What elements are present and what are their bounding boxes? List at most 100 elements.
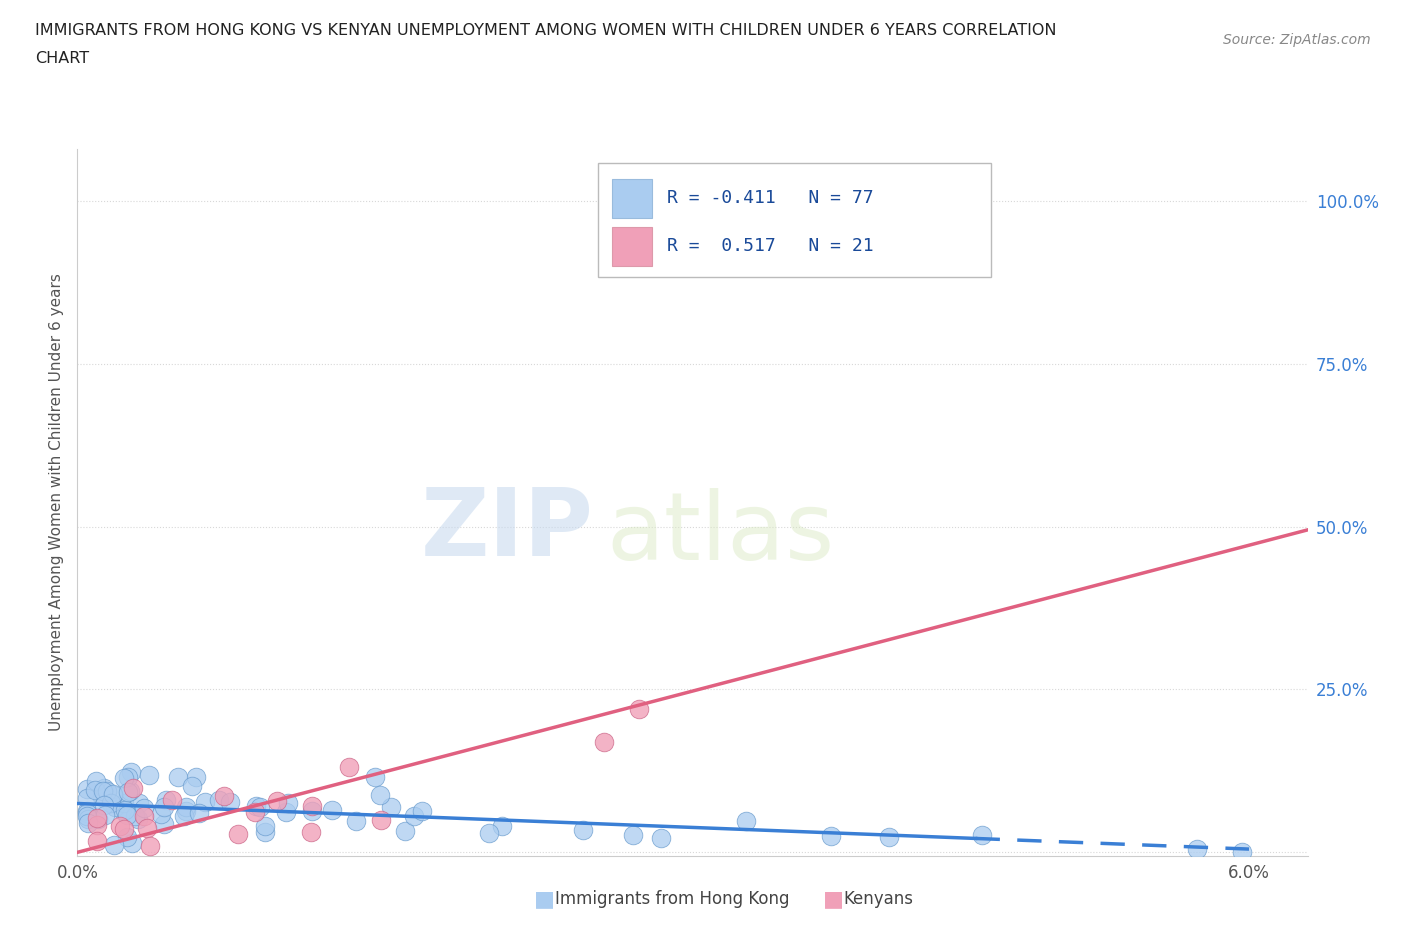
Point	[150, 807, 173, 822]
Point	[132, 809, 155, 824]
Point	[337, 759, 360, 774]
Point	[121, 836, 143, 851]
Text: Source: ZipAtlas.com: Source: ZipAtlas.com	[1223, 33, 1371, 46]
Point	[128, 795, 150, 810]
Point	[100, 795, 122, 810]
Point	[160, 793, 183, 808]
Point	[139, 839, 162, 854]
Point	[276, 795, 298, 810]
Point	[226, 827, 249, 842]
Point	[76, 804, 98, 818]
Point	[104, 800, 127, 815]
Point	[491, 819, 513, 834]
Point	[138, 767, 160, 782]
Point	[108, 818, 131, 833]
Point	[76, 790, 98, 805]
Point	[184, 770, 207, 785]
Point	[301, 804, 323, 818]
Point	[121, 780, 143, 795]
Point	[212, 789, 235, 804]
Text: IMMIGRANTS FROM HONG KONG VS KENYAN UNEMPLOYMENT AMONG WOMEN WITH CHILDREN UNDER: IMMIGRANTS FROM HONG KONG VS KENYAN UNEM…	[35, 23, 1057, 38]
Y-axis label: Unemployment Among Women with Children Under 6 years: Unemployment Among Women with Children U…	[49, 273, 65, 731]
FancyBboxPatch shape	[598, 163, 991, 277]
Text: ■: ■	[823, 889, 844, 910]
Point	[76, 808, 98, 823]
Point	[370, 813, 392, 828]
Point	[218, 795, 240, 810]
Point	[115, 807, 138, 822]
Point	[117, 785, 139, 800]
Point	[245, 799, 267, 814]
Point	[77, 812, 100, 827]
Point	[135, 821, 157, 836]
Point	[972, 827, 994, 842]
Point	[112, 822, 135, 837]
Point	[571, 822, 593, 837]
Text: ZIP: ZIP	[422, 485, 595, 577]
Point	[77, 816, 100, 830]
Point	[176, 800, 198, 815]
Point	[87, 812, 110, 827]
Point	[380, 799, 402, 814]
Point	[208, 792, 231, 807]
Text: R = -0.411   N = 77: R = -0.411 N = 77	[666, 190, 873, 207]
FancyBboxPatch shape	[613, 227, 652, 266]
Point	[115, 830, 138, 844]
Point	[402, 809, 425, 824]
Point	[628, 701, 651, 716]
Point	[346, 814, 368, 829]
Point	[90, 790, 112, 804]
Point	[152, 817, 174, 831]
Point	[1232, 844, 1254, 859]
Point	[301, 798, 323, 813]
Point	[193, 795, 215, 810]
Point	[84, 782, 107, 797]
Point	[245, 805, 267, 820]
Point	[173, 809, 195, 824]
Point	[127, 811, 149, 826]
Point	[114, 803, 136, 817]
Point	[76, 782, 98, 797]
Point	[368, 788, 391, 803]
Point	[101, 788, 124, 803]
Point	[394, 823, 416, 838]
Point	[593, 735, 616, 750]
Point	[94, 807, 117, 822]
Text: Kenyans: Kenyans	[844, 890, 914, 909]
Point	[166, 770, 188, 785]
Point	[120, 764, 142, 779]
Point	[886, 193, 908, 208]
Point	[253, 819, 276, 834]
Point	[112, 796, 135, 811]
Point	[1185, 842, 1208, 857]
Point	[254, 825, 277, 840]
Point	[103, 787, 125, 802]
FancyBboxPatch shape	[613, 179, 652, 218]
Point	[93, 780, 115, 795]
Point	[84, 774, 107, 789]
Point	[266, 794, 288, 809]
Point	[276, 804, 298, 819]
Point	[321, 803, 343, 817]
Point	[734, 814, 756, 829]
Point	[114, 771, 136, 786]
Point	[650, 830, 672, 845]
Point	[180, 778, 202, 793]
Point	[820, 829, 842, 844]
Point	[621, 828, 644, 843]
Point	[299, 825, 322, 840]
Text: atlas: atlas	[606, 488, 835, 580]
Point	[111, 803, 134, 817]
Text: R =  0.517   N = 21: R = 0.517 N = 21	[666, 237, 873, 256]
Point	[96, 784, 118, 799]
Text: CHART: CHART	[35, 51, 89, 66]
Point	[86, 811, 108, 826]
Point	[132, 801, 155, 816]
Point	[124, 808, 146, 823]
Point	[86, 817, 108, 832]
Point	[117, 769, 139, 784]
Point	[155, 792, 177, 807]
Point	[249, 799, 271, 814]
Point	[118, 784, 141, 799]
Point	[152, 800, 174, 815]
